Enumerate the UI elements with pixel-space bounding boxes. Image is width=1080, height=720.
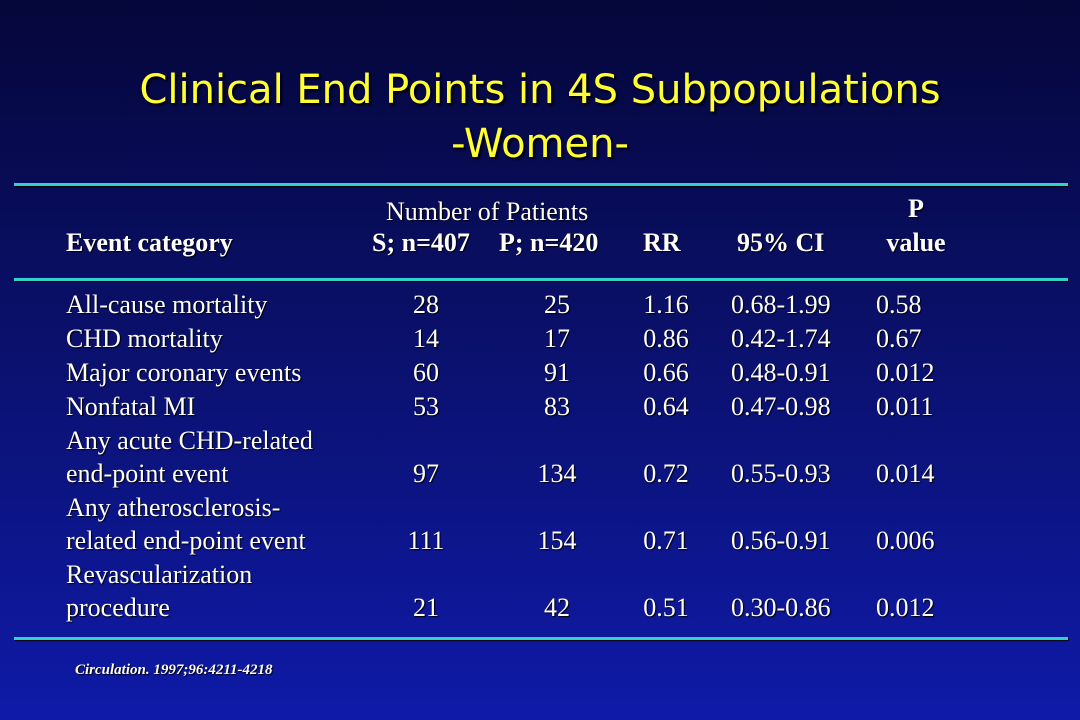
cell-rr: 0.66 (643, 358, 689, 387)
cell-ci: 0.30-0.86 (731, 593, 831, 622)
header-p-line2: value (886, 228, 946, 257)
cell-s: 28 (413, 290, 439, 319)
cell-pval: 0.014 (876, 459, 935, 488)
cell-p: 91 (544, 358, 570, 387)
top-rule (14, 183, 1068, 186)
cell-pval: 0.58 (876, 290, 922, 319)
cell-p: 25 (544, 290, 570, 319)
cell-pval: 0.012 (876, 358, 935, 387)
cell-rr: 0.86 (643, 324, 689, 353)
row-label-continued: related end-point event (66, 526, 306, 555)
row-label-continued: procedure (66, 593, 170, 622)
cell-rr: 0.71 (643, 526, 689, 555)
cell-ci: 0.48-0.91 (731, 358, 831, 387)
citation: Circulation. 1997;96:4211-4218 (75, 662, 273, 678)
cell-s: 21 (413, 593, 439, 622)
cell-rr: 1.16 (643, 290, 689, 319)
cell-pval: 0.006 (876, 526, 935, 555)
row-label: CHD mortality (66, 324, 223, 353)
cell-rr: 0.51 (643, 593, 689, 622)
row-label: Any acute CHD-related (66, 426, 313, 455)
cell-ci: 0.56-0.91 (731, 526, 831, 555)
cell-rr: 0.64 (643, 392, 689, 421)
row-label: Revascularization (66, 560, 253, 589)
header-rule (14, 278, 1068, 281)
cell-p: 134 (537, 459, 577, 488)
cell-ci: 0.42-1.74 (731, 324, 831, 353)
cell-p: 42 (544, 593, 570, 622)
header-event-category: Event category (66, 228, 233, 257)
cell-ci: 0.55-0.93 (731, 459, 831, 488)
cell-ci: 0.47-0.98 (731, 392, 831, 421)
header-p-group: P; n=420 (499, 228, 599, 257)
cell-pval: 0.67 (876, 324, 922, 353)
cell-ci: 0.68-1.99 (731, 290, 831, 319)
header-rr: RR (643, 228, 681, 257)
row-label: All-cause mortality (66, 290, 268, 319)
header-s-group: S; n=407 (372, 228, 470, 257)
bottom-rule (14, 637, 1068, 640)
header-p-line1: P (908, 194, 924, 223)
cell-p: 17 (544, 324, 570, 353)
row-label: Any atherosclerosis- (66, 493, 281, 522)
row-label: Nonfatal MI (66, 392, 196, 421)
header-group-label: Number of Patients (386, 197, 589, 226)
slide-subtitle: -Women- (451, 121, 629, 167)
cell-pval: 0.012 (876, 593, 935, 622)
cell-s: 53 (413, 392, 439, 421)
cell-pval: 0.011 (876, 392, 934, 421)
cell-s: 14 (413, 324, 439, 353)
cell-p: 154 (537, 526, 577, 555)
row-label: Major coronary events (66, 358, 302, 387)
cell-s: 111 (407, 526, 445, 555)
slide-title: Clinical End Points in 4S Subpopulations (139, 67, 941, 113)
cell-rr: 0.72 (643, 459, 689, 488)
cell-p: 83 (544, 392, 570, 421)
cell-s: 97 (413, 459, 439, 488)
header-ci: 95% CI (737, 228, 825, 257)
row-label-continued: end-point event (66, 459, 229, 488)
cell-s: 60 (413, 358, 439, 387)
